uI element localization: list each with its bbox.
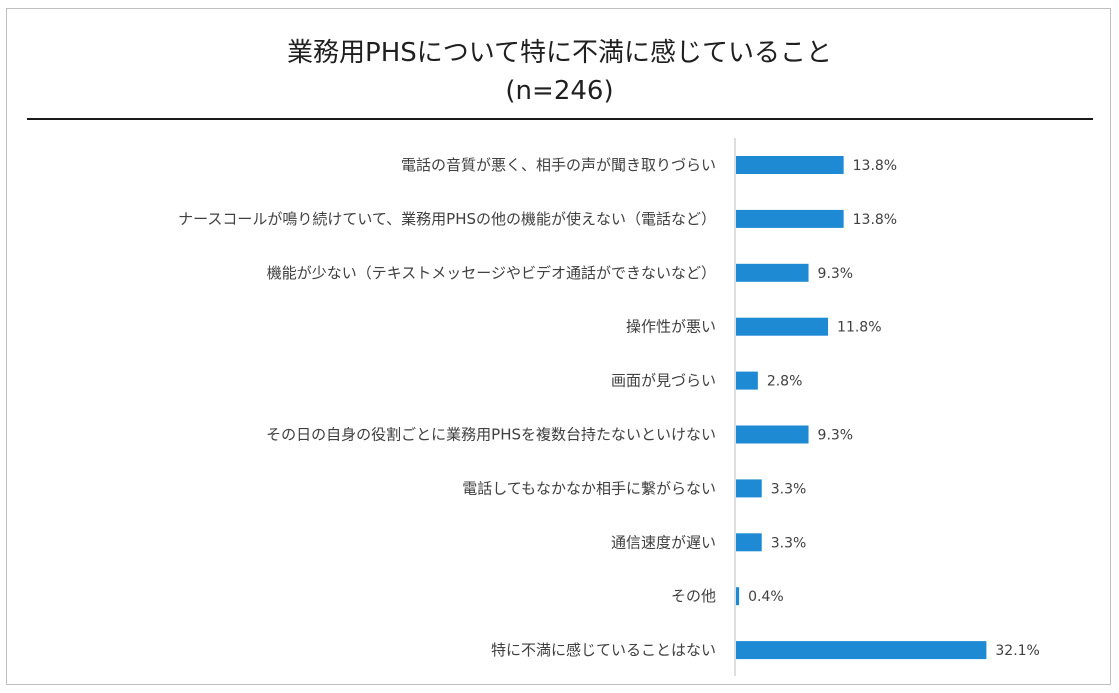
bar [736, 641, 987, 660]
chart-title: 業務用PHSについて特に不満に感じていること [287, 38, 832, 68]
bar [736, 156, 844, 174]
bar [736, 317, 829, 336]
chart-title-block: 業務用PHSについて特に不満に感じていること (n=246) [0, 34, 1119, 110]
chart-frame [6, 8, 1111, 685]
category-label: 画面が見づらい [611, 372, 716, 390]
data-label: 13.8% [853, 158, 897, 174]
data-label: 11.8% [837, 320, 881, 336]
bar [736, 587, 740, 606]
data-label: 13.8% [853, 212, 897, 228]
category-label: 電話の音質が悪く、相手の声が聞き取りづらい [401, 156, 716, 174]
data-label: 32.1% [995, 643, 1039, 659]
data-label: 0.4% [748, 589, 784, 605]
category-label: 操作性が悪い [626, 318, 716, 336]
bar [736, 479, 762, 498]
data-label: 2.8% [767, 374, 803, 390]
bar [736, 533, 762, 552]
category-label: 特に不満に感じていることはない [491, 641, 716, 659]
bar [736, 371, 758, 390]
category-label: 通信速度が遅い [611, 533, 716, 551]
data-label: 3.3% [771, 481, 807, 497]
chart-subtitle: (n=246) [505, 76, 614, 106]
category-label: 機能が少ない（テキストメッセージやビデオ通話ができないなど） [267, 264, 716, 282]
title-divider [27, 118, 1093, 120]
category-label: その日の自身の役割ごとに業務用PHSを複数台持たないといけない [266, 426, 716, 444]
category-label: ナースコールが鳴り続けていて、業務用PHSの他の機能が使えない（電話など） [178, 210, 716, 228]
data-label: 9.3% [818, 428, 854, 444]
data-label: 3.3% [771, 535, 807, 551]
category-label: 電話してもなかなか相手に繋がらない [462, 479, 716, 497]
bar [736, 425, 809, 444]
category-label: その他 [671, 587, 716, 605]
bar [736, 263, 809, 282]
data-label: 9.3% [818, 266, 854, 282]
bar [736, 209, 844, 228]
